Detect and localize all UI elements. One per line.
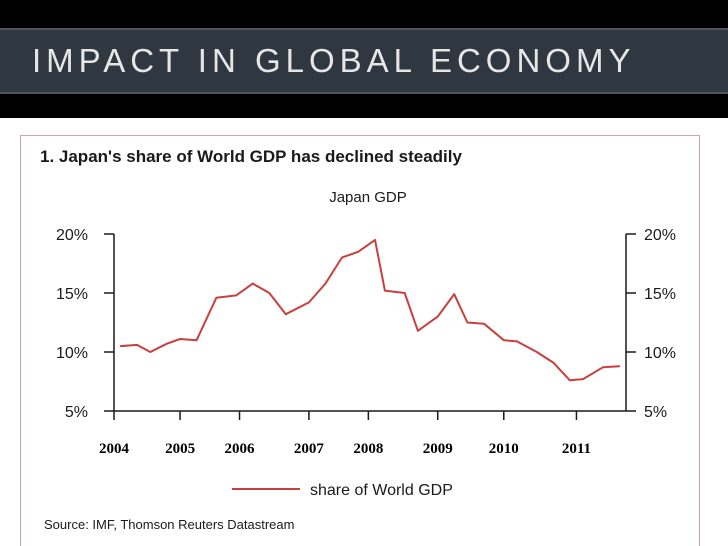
series-point <box>552 361 555 364</box>
series-point <box>601 366 604 369</box>
series-point <box>416 329 419 332</box>
series-point <box>357 250 360 253</box>
series-layer <box>119 238 621 382</box>
y-tick-label-left: 10% <box>56 345 88 362</box>
series-point <box>284 313 287 316</box>
series-point <box>453 293 456 296</box>
series-point <box>568 379 571 382</box>
x-tick-label: 2004 <box>99 441 130 457</box>
series-point <box>215 296 218 299</box>
series-point <box>466 321 469 324</box>
chart-frame <box>20 135 700 546</box>
series-point <box>324 282 327 285</box>
title-band: IMPACT IN GLOBAL ECONOMY <box>0 28 728 94</box>
series-point <box>483 322 485 325</box>
y-tick-label-right: 20% <box>644 227 676 244</box>
series-point <box>235 294 238 297</box>
series-point <box>436 315 439 318</box>
series-point <box>307 301 310 304</box>
series-point <box>502 339 505 342</box>
y-tick-label-right: 10% <box>644 345 676 362</box>
x-tick-label: 2009 <box>423 441 453 457</box>
x-tick-label: 2008 <box>353 441 383 457</box>
chart-source: Source: IMF, Thomson Reuters Datastream <box>44 517 294 532</box>
chart-panel <box>0 118 728 546</box>
series-point <box>136 344 139 346</box>
x-tick-label: 2007 <box>294 441 325 457</box>
series-point <box>383 289 386 292</box>
chart-subtitle: Japan GDP <box>329 189 407 206</box>
series-point <box>582 378 584 381</box>
x-tick-label: 2006 <box>225 441 256 457</box>
x-tick-label: 2010 <box>489 441 519 457</box>
y-tick-label-right: 15% <box>644 286 676 303</box>
series-point <box>165 342 168 345</box>
series-point <box>341 256 343 259</box>
chart-svg: 1. Japan's share of World GDP has declin… <box>40 147 676 532</box>
series-point <box>179 338 181 340</box>
y-tick-label-right: 5% <box>644 404 667 421</box>
series-point <box>119 345 122 347</box>
series-line <box>120 238 620 382</box>
series-point <box>251 282 254 285</box>
chart-title: 1. Japan's share of World GDP has declin… <box>40 147 462 166</box>
series-point <box>149 351 152 353</box>
slide-title: IMPACT IN GLOBAL ECONOMY <box>32 42 636 79</box>
series-point <box>374 239 376 241</box>
y-tick-label-left: 20% <box>56 227 88 244</box>
y-tick-label-left: 5% <box>65 404 88 421</box>
series-point <box>618 365 621 368</box>
series-point <box>195 339 198 342</box>
legend: share of World GDP <box>232 482 453 499</box>
x-tick-label: 2005 <box>165 441 195 457</box>
axes-layer: 5% 5% 10% 10% 15% 15% 20% 20% 2004 2005 2006 2007 20… <box>56 227 676 457</box>
x-tick-label: 2011 <box>562 441 591 457</box>
y-tick-label-left: 15% <box>56 286 88 303</box>
slide-header: IMPACT IN GLOBAL ECONOMY <box>0 0 728 118</box>
series-point <box>535 351 538 353</box>
legend-label: share of World GDP <box>310 482 453 499</box>
series-point <box>516 340 518 343</box>
series-point <box>268 292 271 294</box>
series-point <box>403 292 406 294</box>
